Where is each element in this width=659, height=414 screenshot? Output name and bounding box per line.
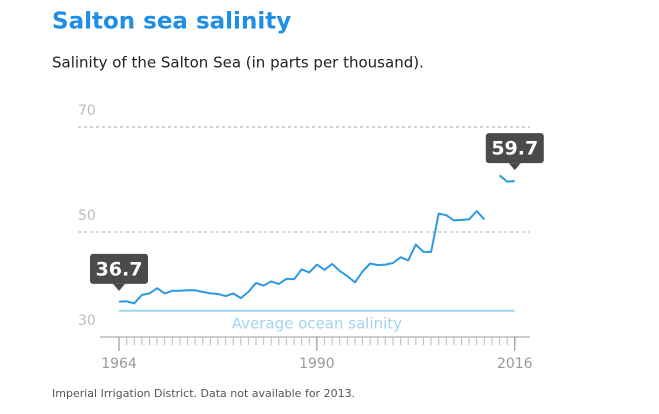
data-label: 59.7: [491, 138, 538, 160]
x-tick-label: 1964: [101, 356, 137, 372]
label-box: [485, 133, 544, 164]
y-tick-label: 30: [78, 313, 96, 329]
label-box: [90, 253, 149, 284]
y-tick-label: 50: [78, 208, 96, 224]
x-tick-label: 1990: [299, 356, 335, 372]
y-tick-label: 70: [78, 103, 96, 119]
label-pointer: [508, 163, 521, 171]
chart-subtitle: Salinity of the Salton Sea (in parts per…: [52, 54, 424, 72]
label-pointer: [113, 283, 126, 291]
data-label: 36.7: [96, 258, 143, 280]
source-note: Imperial Irrigation District. Data not a…: [52, 387, 355, 400]
data-line: [118, 174, 515, 305]
chart-title: Salton sea salinity: [52, 9, 291, 35]
x-tick-label: 2016: [497, 356, 533, 372]
reference-label: Average ocean salinity: [232, 314, 402, 332]
